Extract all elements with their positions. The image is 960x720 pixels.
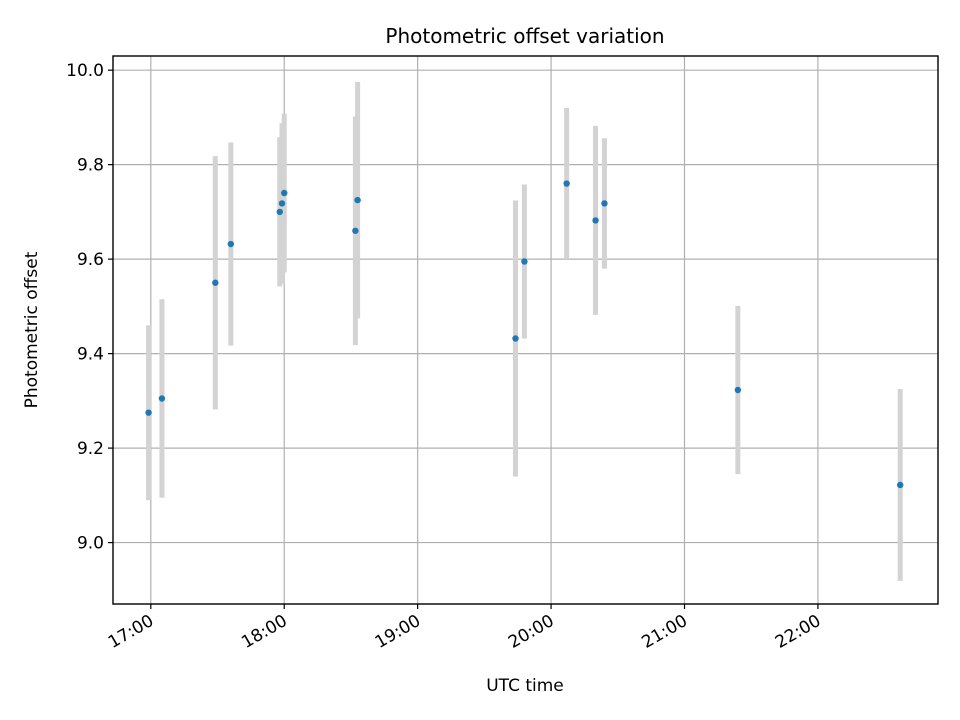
data-point xyxy=(896,481,904,489)
x-tick-label: 17:00 xyxy=(105,611,157,653)
x-tick-label: 21:00 xyxy=(639,611,691,653)
data-point xyxy=(145,409,152,416)
data-point xyxy=(281,189,288,197)
y-tick-label: 9.8 xyxy=(77,156,104,176)
y-tick-label: 9.0 xyxy=(77,534,104,554)
data-points xyxy=(145,180,904,489)
x-tick-label: 18:00 xyxy=(238,611,290,653)
data-point xyxy=(354,196,361,204)
data-point xyxy=(278,200,286,207)
y-tick-label: 9.4 xyxy=(77,345,104,365)
y-tick-label: 9.2 xyxy=(77,439,104,459)
data-point xyxy=(158,395,166,402)
y-tick-label: 9.6 xyxy=(77,250,104,270)
data-point xyxy=(601,200,608,207)
plot-frame xyxy=(112,55,939,605)
x-tick-label: 22:00 xyxy=(772,611,824,653)
x-tick-label: 19:00 xyxy=(372,611,424,653)
data-point xyxy=(212,279,219,286)
data-point xyxy=(592,217,599,224)
y-axis: 9.0 9.2 9.4 9.6 9.8 10.0 xyxy=(66,61,113,554)
data-point xyxy=(512,335,519,342)
x-tick-label: 20:00 xyxy=(505,611,557,653)
x-axis: 17:00 18:00 19:00 20:00 21:00 22:00 xyxy=(105,604,824,653)
x-axis-label: UTC time xyxy=(486,676,564,696)
data-point xyxy=(734,386,742,394)
data-point xyxy=(563,180,570,187)
error-bars xyxy=(146,81,903,581)
y-tick-label: 10.0 xyxy=(66,61,104,81)
grid xyxy=(113,56,938,604)
data-point xyxy=(352,227,359,234)
data-point xyxy=(521,258,528,265)
chart-title: Photometric offset variation xyxy=(385,24,664,48)
data-point xyxy=(227,240,235,248)
y-axis-label: Photometric offset xyxy=(22,251,42,408)
data-point xyxy=(276,208,283,216)
